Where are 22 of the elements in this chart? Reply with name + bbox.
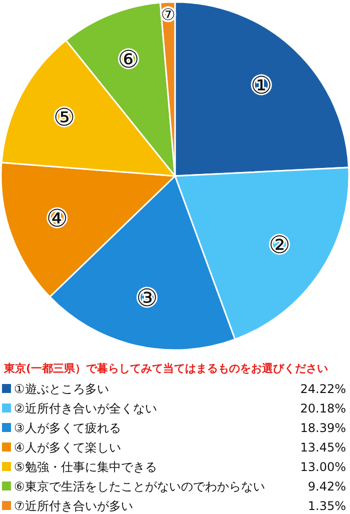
legend-label: ②近所付き合いが全くない bbox=[14, 402, 157, 416]
legend-label: ⑥東京で生活をしたことがないのでわからない bbox=[14, 480, 265, 494]
legend-label: ④人が多くて楽しい bbox=[14, 440, 121, 454]
data-label: 20.18% bbox=[300, 402, 346, 416]
data-label: 24.22% bbox=[300, 382, 346, 396]
data-label: 18.39% bbox=[300, 421, 346, 435]
text: ⑦ bbox=[160, 4, 176, 24]
data-label: 9.42% bbox=[308, 480, 346, 494]
data-label: 13.00% bbox=[300, 460, 346, 474]
text: ① bbox=[250, 71, 272, 100]
legend-label: ③人が多くて疲れる bbox=[14, 421, 121, 435]
data-label: 13.45% bbox=[300, 440, 346, 454]
text: ⑥ bbox=[118, 46, 140, 74]
text: 東京(一都三県）で暮らしてみて当てはまるものをお選びください bbox=[3, 362, 328, 375]
text: ③ bbox=[136, 284, 158, 312]
legend-label: ①遊ぶところ多い bbox=[14, 382, 109, 396]
text: ⑤ bbox=[53, 104, 75, 132]
text: ④ bbox=[46, 204, 68, 232]
text: ② bbox=[268, 231, 290, 260]
legend-label: ⑦近所付き合いが多い bbox=[14, 499, 133, 513]
legend-label: ⑤勉強・仕事に集中できる bbox=[14, 460, 157, 474]
data-label: 1.35% bbox=[308, 499, 346, 513]
